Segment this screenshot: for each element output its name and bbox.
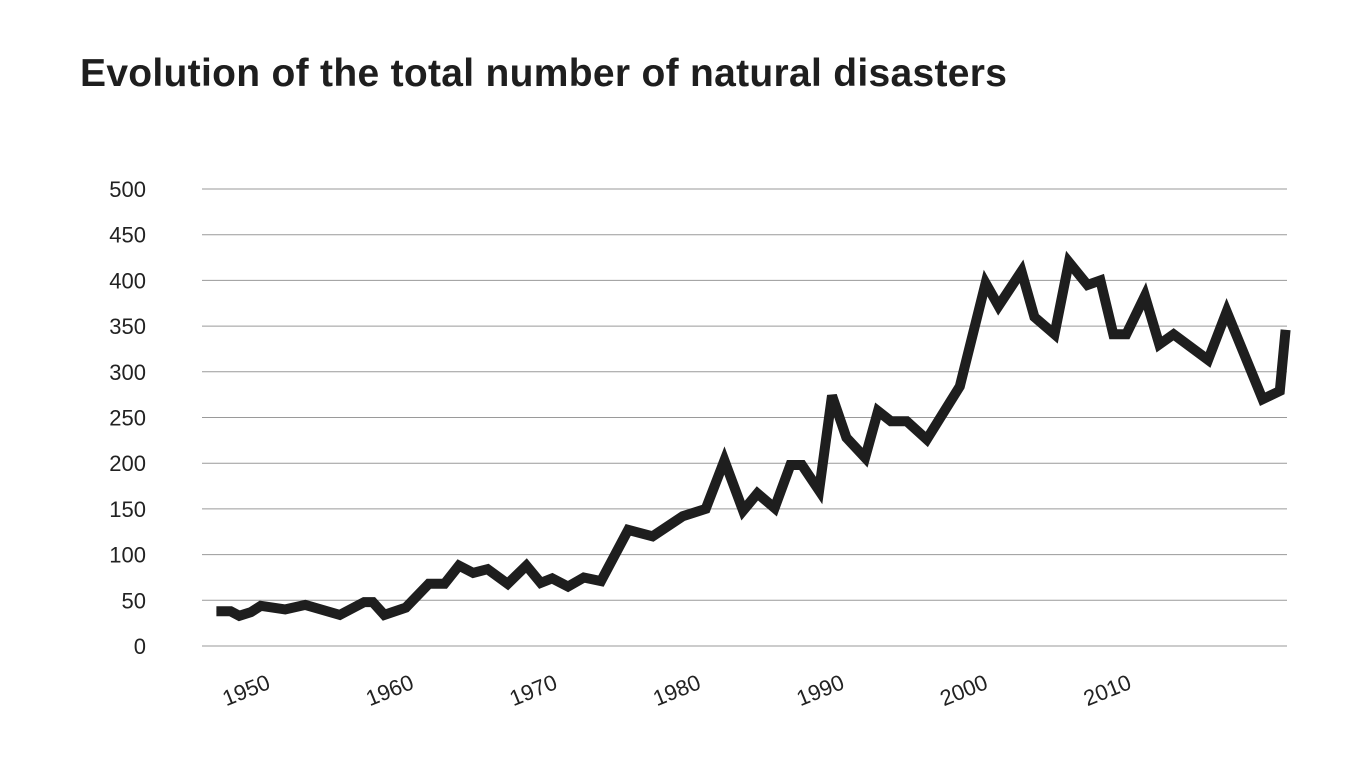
- y-tick-label: 400: [109, 268, 146, 293]
- y-tick-label: 200: [109, 451, 146, 476]
- y-tick-label: 50: [122, 588, 146, 613]
- x-tick-label: 1970: [506, 669, 561, 711]
- y-tick-label: 350: [109, 314, 146, 339]
- x-tick-label: 1990: [793, 669, 848, 711]
- x-tick-label: 1950: [219, 669, 274, 711]
- y-tick-label: 500: [109, 177, 146, 202]
- chart-title: Evolution of the total number of natural…: [80, 52, 1008, 95]
- series-line: [216, 250, 1291, 622]
- x-tick-label: 2010: [1080, 669, 1135, 711]
- y-tick-label: 100: [109, 543, 146, 568]
- y-tick-label: 150: [109, 497, 146, 522]
- y-tick-label: 0: [134, 634, 146, 659]
- x-tick-label: 1980: [649, 669, 704, 711]
- y-tick-label: 300: [109, 360, 146, 385]
- y-tick-label: 250: [109, 406, 146, 431]
- x-tick-label: 1960: [362, 669, 417, 711]
- x-tick-label: 2000: [936, 669, 991, 711]
- y-tick-label: 450: [109, 223, 146, 248]
